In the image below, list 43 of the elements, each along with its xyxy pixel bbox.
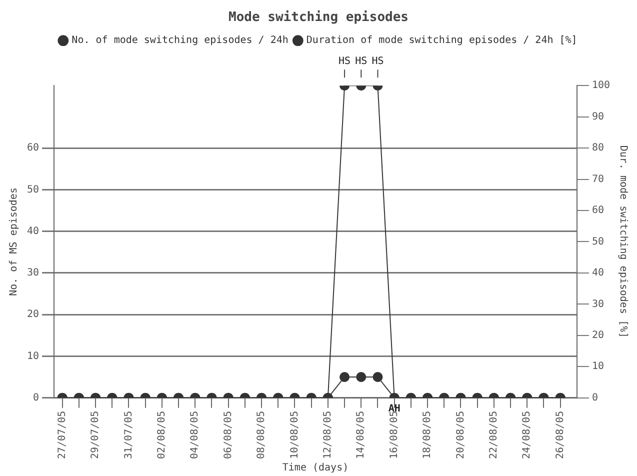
x-tick-label: 04/08/05 [190, 410, 201, 460]
y-tick-label: 10 [26, 350, 40, 362]
chart-title: Mode switching episodes [228, 10, 409, 26]
text: HS [372, 56, 384, 68]
y-tick-label: 0 [33, 392, 40, 404]
y2-axis-title: Dur. mode switching episodes [%] [617, 145, 628, 338]
x-tick-label: 29/07/05 [90, 410, 102, 460]
y2-tick-label: 40 [592, 268, 604, 279]
y-tick-label: 40 [26, 226, 40, 237]
legend-label: Duration of mode switching episodes / 24h [%] [306, 35, 578, 46]
y-axis-title: No. of MS episodes [8, 188, 20, 296]
y2-tick-label: 60 [592, 205, 604, 216]
x-tick-label: 12/08/05 [322, 410, 334, 460]
y2-tick-label: 70 [592, 174, 604, 185]
x-tick-label: 20/08/05 [455, 410, 466, 460]
text: HS [338, 56, 351, 68]
y2-tick-label: 30 [592, 298, 604, 310]
y-tick-label: 60 [26, 142, 40, 154]
x-tick-label: 27/07/05 [56, 410, 68, 460]
y-tick-label: 30 [26, 268, 40, 279]
x-tick-label: 10/08/05 [289, 410, 300, 460]
x-tick-label: 24/08/05 [522, 410, 533, 460]
x-tick-label: 14/08/05 [356, 410, 367, 460]
x-tick-label: 16/08/05 [388, 410, 400, 460]
text: HS [355, 56, 368, 68]
legend-label: No. of mode switching episodes / 24h [72, 35, 288, 46]
x-tick-label: 31/07/05 [123, 410, 134, 460]
y2-tick-label: 90 [592, 111, 604, 122]
x-axis-title: Time (days) [282, 462, 349, 474]
y-tick-label: 20 [26, 309, 40, 320]
x-tick-label: 26/08/05 [554, 410, 566, 460]
x-tick-label: 02/08/05 [156, 410, 168, 460]
y-tick-label: 50 [26, 184, 40, 196]
x-tick-label: 18/08/05 [422, 410, 434, 460]
y2-tick-label: 20 [592, 330, 604, 341]
y2-tick-label: 50 [592, 236, 604, 248]
x-tick-label: 22/08/05 [488, 410, 500, 460]
x-tick-label: 08/08/05 [256, 410, 268, 460]
y2-tick-label: 80 [592, 142, 604, 154]
y2-tick-label: 100 [592, 80, 610, 92]
y2-tick-label: 10 [592, 361, 604, 372]
x-tick-label: 06/08/05 [222, 410, 234, 460]
y2-tick-label: 0 [592, 392, 598, 404]
